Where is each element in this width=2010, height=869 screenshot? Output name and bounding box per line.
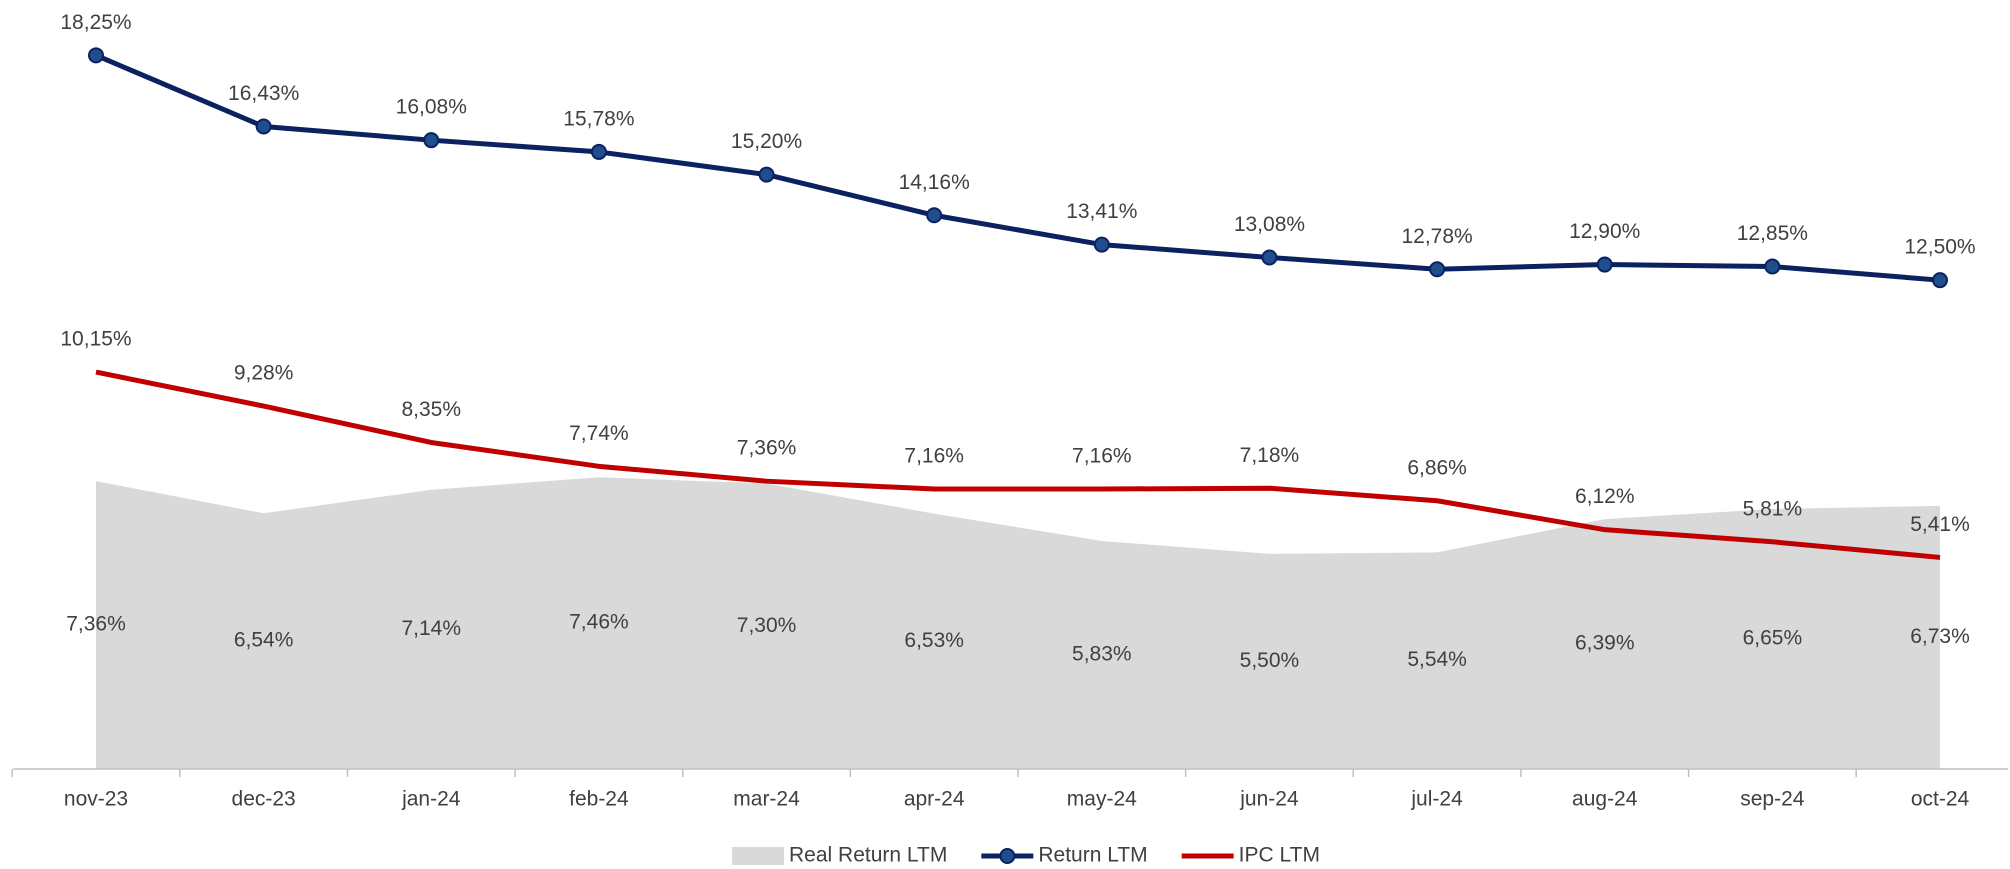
data-label: 5,81% xyxy=(1743,497,1803,520)
x-tick-label: feb-24 xyxy=(569,788,629,811)
x-tick-label: jun-24 xyxy=(1239,788,1299,811)
data-label: 16,43% xyxy=(228,82,299,105)
data-label: 15,78% xyxy=(563,107,634,130)
data-label: 5,83% xyxy=(1072,643,1132,666)
data-label: 14,16% xyxy=(899,171,970,194)
data-label: 18,25% xyxy=(60,11,131,34)
data-label: 5,54% xyxy=(1407,648,1467,671)
x-tick-label: jan-24 xyxy=(401,788,461,811)
marker xyxy=(1429,261,1446,278)
x-tick-label: may-24 xyxy=(1067,788,1137,811)
data-label: 7,16% xyxy=(1072,445,1132,468)
marker xyxy=(590,143,607,160)
line xyxy=(95,53,1941,283)
marker xyxy=(1261,249,1278,266)
marker xyxy=(1596,256,1613,273)
data-label: 7,14% xyxy=(401,617,461,640)
legend-marker xyxy=(999,848,1016,864)
x-tick-label: oct-24 xyxy=(1911,788,1970,811)
data-label: 7,16% xyxy=(904,445,964,468)
x-tick-label: nov-23 xyxy=(64,788,128,811)
line xyxy=(95,369,1941,560)
x-tick-label: mar-24 xyxy=(733,788,800,811)
data-label: 7,74% xyxy=(569,422,629,445)
x-tick-label: aug-24 xyxy=(1572,788,1638,811)
data-label: 16,08% xyxy=(396,96,467,119)
data-label: 7,46% xyxy=(569,611,629,634)
data-label: 12,85% xyxy=(1737,222,1808,245)
legend-swatch xyxy=(732,847,784,865)
data-label: 15,20% xyxy=(731,130,802,153)
data-label: 7,36% xyxy=(737,437,797,460)
data-label: 6,12% xyxy=(1575,485,1635,508)
data-label: 10,15% xyxy=(60,328,131,351)
marker xyxy=(255,118,272,135)
data-label: 6,39% xyxy=(1575,632,1635,655)
data-label: 13,08% xyxy=(1234,213,1305,236)
x-tick-label: apr-24 xyxy=(904,788,965,811)
marker xyxy=(1764,258,1781,275)
data-label: 7,18% xyxy=(1240,444,1300,467)
legend-label: Real Return LTM xyxy=(789,844,947,867)
data-label: 9,28% xyxy=(234,362,294,385)
marker xyxy=(88,47,104,64)
data-label: 13,41% xyxy=(1066,200,1137,223)
marker xyxy=(1093,236,1110,253)
data-label: 5,50% xyxy=(1240,649,1300,672)
data-label: 12,90% xyxy=(1569,220,1640,243)
legend-label: IPC LTM xyxy=(1239,844,1320,867)
data-label: 12,78% xyxy=(1401,225,1472,248)
data-label: 5,41% xyxy=(1910,513,1970,536)
marker xyxy=(423,132,440,149)
x-tick-label: dec-23 xyxy=(232,788,296,811)
data-label: 6,54% xyxy=(234,629,294,652)
x-tick-label: sep-24 xyxy=(1740,788,1805,811)
data-label: 12,50% xyxy=(1904,236,1975,259)
data-label: 7,36% xyxy=(66,613,126,636)
data-label: 8,35% xyxy=(401,398,461,421)
data-label: 6,53% xyxy=(904,629,964,652)
legend-label: Return LTM xyxy=(1038,844,1147,867)
marker xyxy=(926,207,943,224)
x-tick-label: jul-24 xyxy=(1410,788,1463,811)
data-label: 7,30% xyxy=(737,614,797,637)
marker xyxy=(1932,272,1948,289)
area xyxy=(96,477,1940,769)
data-label: 6,73% xyxy=(1910,625,1970,648)
marker xyxy=(758,166,775,183)
data-label: 6,65% xyxy=(1743,627,1803,650)
data-label: 6,86% xyxy=(1407,456,1467,479)
